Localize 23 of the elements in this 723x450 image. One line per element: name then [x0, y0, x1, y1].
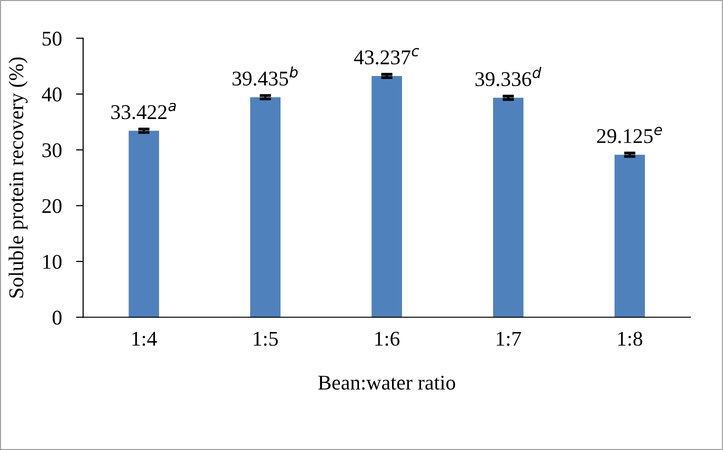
data-label: 29.125$^{e}$ — [597, 126, 662, 144]
y-tick-label: 50 — [42, 32, 62, 46]
y-axis-title: Soluble protein recovery (%) — [8, 57, 28, 298]
y-tick-label: 10 — [43, 254, 62, 269]
data-label: 39.435$^{b}$ — [232, 66, 298, 86]
x-tick-label: 1:4 — [132, 332, 157, 346]
bar — [250, 97, 281, 318]
x-tick-label: 1:6 — [375, 332, 400, 346]
bar — [614, 154, 645, 318]
x-tick-label: 1:8 — [618, 332, 642, 346]
bar — [128, 130, 160, 318]
x-tick-label: 1:5 — [254, 332, 278, 346]
data-label: 33.422$^{a}$ — [111, 102, 176, 120]
bar — [372, 76, 402, 318]
y-tick-label: 30 — [42, 143, 62, 158]
y-tick-label: 20 — [42, 199, 62, 214]
x-axis-title: Bean:water ratio — [318, 376, 456, 390]
data-label: 39.336$^{d}$ — [476, 66, 542, 86]
bar — [493, 98, 524, 318]
x-tick-label: 1:7 — [496, 332, 521, 346]
y-tick-label: 40 — [42, 87, 62, 102]
data-label: 43.237$^{c}$ — [354, 48, 419, 64]
y-tick-label: 0 — [52, 310, 62, 325]
